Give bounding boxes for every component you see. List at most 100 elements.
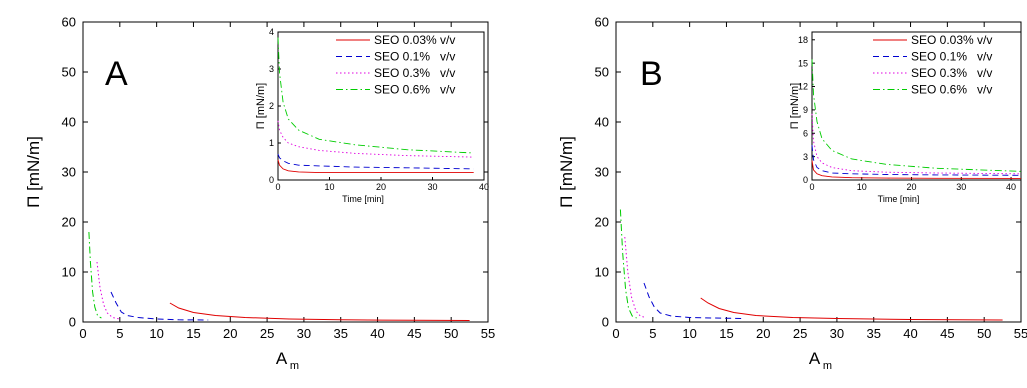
x-tick-label: 15 [719, 326, 733, 341]
x-tick-label: 20 [223, 326, 237, 341]
y-tick-label: 30 [62, 165, 76, 180]
y-tick-label: 3 [269, 64, 274, 74]
x-tick-label: 10 [324, 182, 334, 192]
legend-label: SEO 0.6% v/v [374, 83, 455, 97]
y-tick-label: 50 [62, 65, 76, 80]
legend-label: SEO 0.3% v/v [911, 66, 992, 80]
y-tick-label: 2 [269, 101, 274, 111]
x-tick-label: 25 [793, 326, 807, 341]
y-tick-label: 6 [803, 128, 808, 138]
x-tick-label: 35 [866, 326, 880, 341]
plot-frame [277, 31, 485, 181]
x-tick-label: 30 [427, 182, 437, 192]
y-tick-label: 30 [595, 165, 609, 180]
x-tick-label: 25 [260, 326, 274, 341]
x-tick-label: 5 [649, 326, 656, 341]
x-tick-label: 20 [376, 182, 386, 192]
series-line-1 [169, 302, 470, 321]
x-tick-label: 55 [1014, 326, 1027, 341]
y-tick-label: 20 [595, 215, 609, 230]
x-tick-label: 5 [116, 326, 123, 341]
x-tick-label: 15 [186, 326, 200, 341]
y-tick-label: 4 [269, 27, 274, 37]
panel-letter: B [640, 55, 663, 93]
y-tick-label: 9 [803, 105, 808, 115]
legend-label: SEO 0.1% v/v [911, 50, 992, 64]
y-tick-label: 3 [803, 152, 808, 162]
y-tick-label: 50 [595, 65, 609, 80]
y-axis-label: Π [mN/m] [557, 136, 576, 208]
series-line-3 [624, 236, 646, 318]
x-tick-label: 40 [479, 182, 489, 192]
x-tick-label: 50 [444, 326, 458, 341]
y-axis-label: Π [mN/m] [24, 136, 43, 208]
series-line-2 [110, 291, 209, 321]
y-tick-label: 18 [798, 35, 808, 45]
x-axis-label-subscript: m [823, 360, 832, 372]
x-tick-label: 20 [756, 326, 770, 341]
series-line-4 [811, 59, 1022, 172]
legend-label: SEO 0.6% v/v [911, 83, 992, 97]
x-tick-label: 10 [682, 326, 696, 341]
x-axis-label: A [276, 349, 288, 368]
series-line-4 [619, 209, 637, 319]
x-tick-label: 30 [830, 326, 844, 341]
x-tick-label: 40 [1006, 182, 1016, 192]
series-line-2 [277, 153, 474, 170]
y-tick-label: 40 [62, 115, 76, 130]
legend-label: SEO 0.03% v/v [911, 33, 992, 47]
y-tick-label: 10 [62, 265, 76, 280]
series-line-3 [96, 261, 120, 320]
x-axis-label: Time [min] [342, 194, 384, 204]
x-tick-label: 10 [857, 182, 867, 192]
x-tick-label: 0 [275, 182, 280, 192]
y-axis-label: Π [mN/m] [789, 83, 801, 129]
x-tick-label: 45 [407, 326, 421, 341]
legend-label: SEO 0.1% v/v [374, 50, 455, 64]
x-tick-label: 10 [149, 326, 163, 341]
y-tick-label: 0 [803, 175, 808, 185]
x-axis-label: A [809, 349, 821, 368]
x-tick-label: 30 [297, 326, 311, 341]
inset-plot: 0 10 20 30 40 0 1 2 3 4 Time [min] Π [mN/m] SEO 0.03… [255, 27, 489, 204]
y-tick-label: 60 [595, 15, 609, 30]
series-line-1 [811, 160, 1022, 179]
series-line-3 [277, 120, 474, 158]
series-line-1 [700, 297, 1003, 321]
series-line-3 [811, 113, 1022, 175]
x-tick-label: 50 [977, 326, 991, 341]
panel-letter: A [105, 55, 128, 93]
plot-frame [811, 31, 1022, 181]
y-tick-label: 10 [595, 265, 609, 280]
y-tick-label: 0 [269, 175, 274, 185]
series-line-2 [643, 282, 745, 319]
x-tick-label: 45 [940, 326, 954, 341]
legend-label: SEO 0.3% v/v [374, 66, 455, 80]
x-axis-label: Time [min] [878, 194, 920, 204]
x-tick-label: 55 [481, 326, 495, 341]
x-tick-label: 40 [370, 326, 384, 341]
legend: SEO 0.03% v/v SEO 0.1% v/v SEO 0.3% v/v SEO… [336, 33, 455, 97]
y-tick-label: 15 [798, 58, 808, 68]
y-tick-label: 60 [62, 15, 76, 30]
x-tick-label: 0 [612, 326, 619, 341]
y-tick-label: 40 [595, 115, 609, 130]
y-tick-label: 0 [69, 315, 76, 330]
x-tick-label: 0 [79, 326, 86, 341]
series-line-4 [88, 231, 102, 319]
inset-plot: 0 10 20 30 40 0 3 6 9 12 15 18 Time [min] Π [mN/m] SEO… [789, 31, 1022, 204]
y-axis-label: Π [mN/m] [255, 83, 267, 129]
x-axis-label-subscript: m [290, 360, 299, 372]
series-line-1 [277, 159, 474, 174]
x-tick-label: 0 [809, 182, 814, 192]
y-tick-label: 1 [269, 138, 274, 148]
x-tick-label: 20 [907, 182, 917, 192]
legend: SEO 0.03% v/v SEO 0.1% v/v SEO 0.3% v/v SEO… [873, 33, 992, 97]
y-tick-label: 0 [602, 315, 609, 330]
